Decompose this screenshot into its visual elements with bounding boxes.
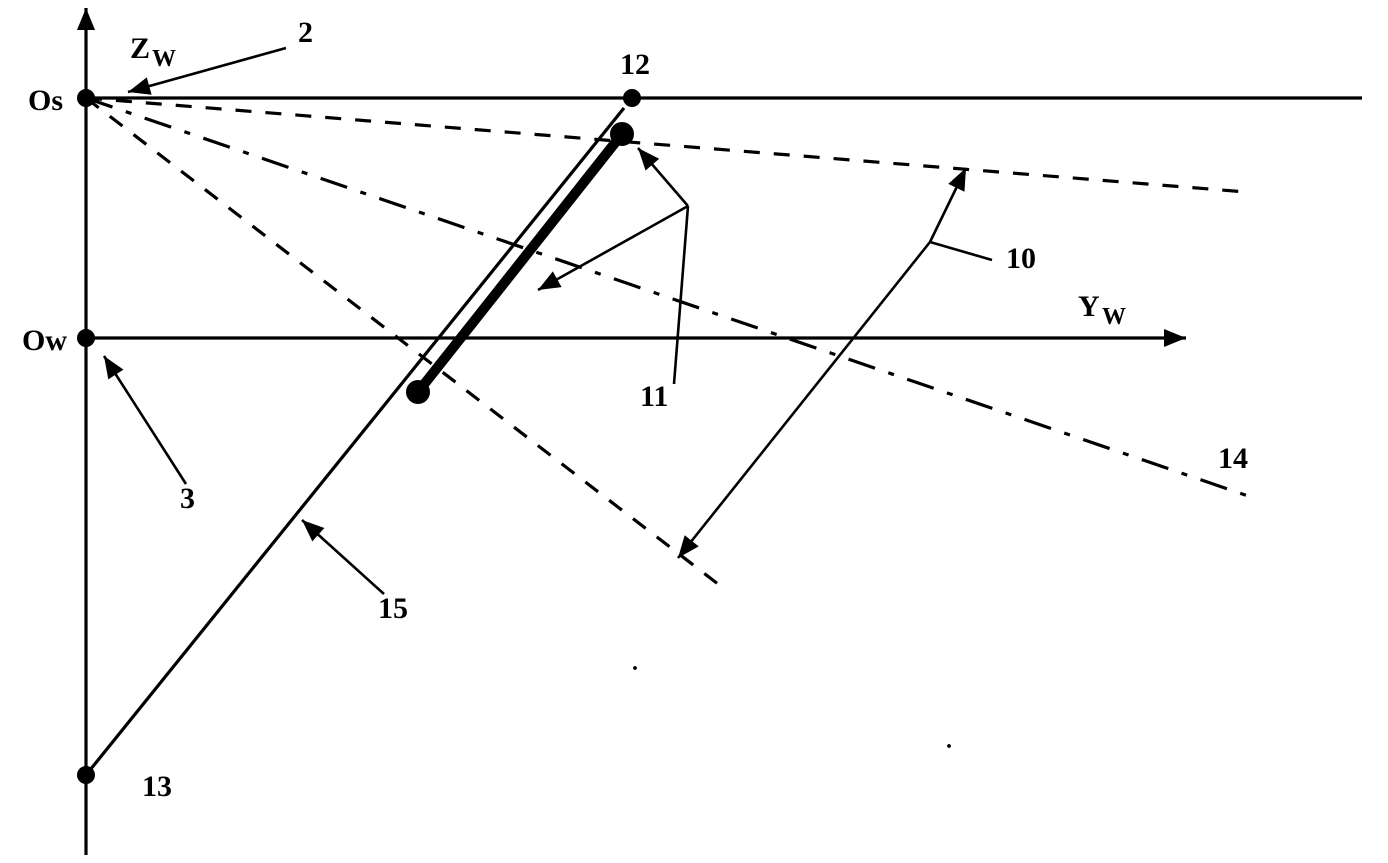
- callout-11-leader-b-arrow: [538, 271, 562, 290]
- point-ow: [77, 329, 95, 347]
- label-10: 10: [1006, 242, 1036, 275]
- callout-10-stem: [930, 242, 992, 260]
- label-yw: Y: [1078, 290, 1100, 323]
- z-axis-arrow: [77, 8, 95, 30]
- callout-10-leader-b: [678, 242, 930, 558]
- stray-dot-b: .: [946, 728, 952, 754]
- label-zw: Z: [130, 32, 150, 65]
- label-yw-sub: W: [1102, 304, 1126, 330]
- dashed-upper: [86, 98, 1246, 192]
- line-15: [86, 108, 624, 775]
- label-11: 11: [640, 380, 668, 413]
- segment-11: [418, 134, 622, 392]
- label-2: 2: [298, 16, 313, 49]
- callout-3-leader: [104, 356, 186, 484]
- label-os: Os: [28, 84, 63, 117]
- label-3: 3: [180, 482, 195, 515]
- callout-10-leader-b-arrow: [678, 535, 699, 558]
- yw-axis-arrow: [1164, 329, 1186, 347]
- callout-3-leader-arrow: [104, 356, 123, 379]
- point-seg-top: [610, 122, 634, 146]
- label-12: 12: [620, 48, 650, 81]
- point-seg-bot: [406, 380, 430, 404]
- label-14: 14: [1218, 442, 1248, 475]
- callout-2-leader-arrow: [128, 77, 152, 94]
- label-15: 15: [378, 592, 408, 625]
- label-ow: Ow: [22, 324, 67, 357]
- point-13: [77, 766, 95, 784]
- label-zw-sub: W: [152, 46, 176, 72]
- callout-11-stem: [674, 206, 688, 384]
- point-12: [623, 89, 641, 107]
- point-os: [77, 89, 95, 107]
- label-13: 13: [142, 770, 172, 803]
- stray-dot-a: .: [632, 650, 638, 676]
